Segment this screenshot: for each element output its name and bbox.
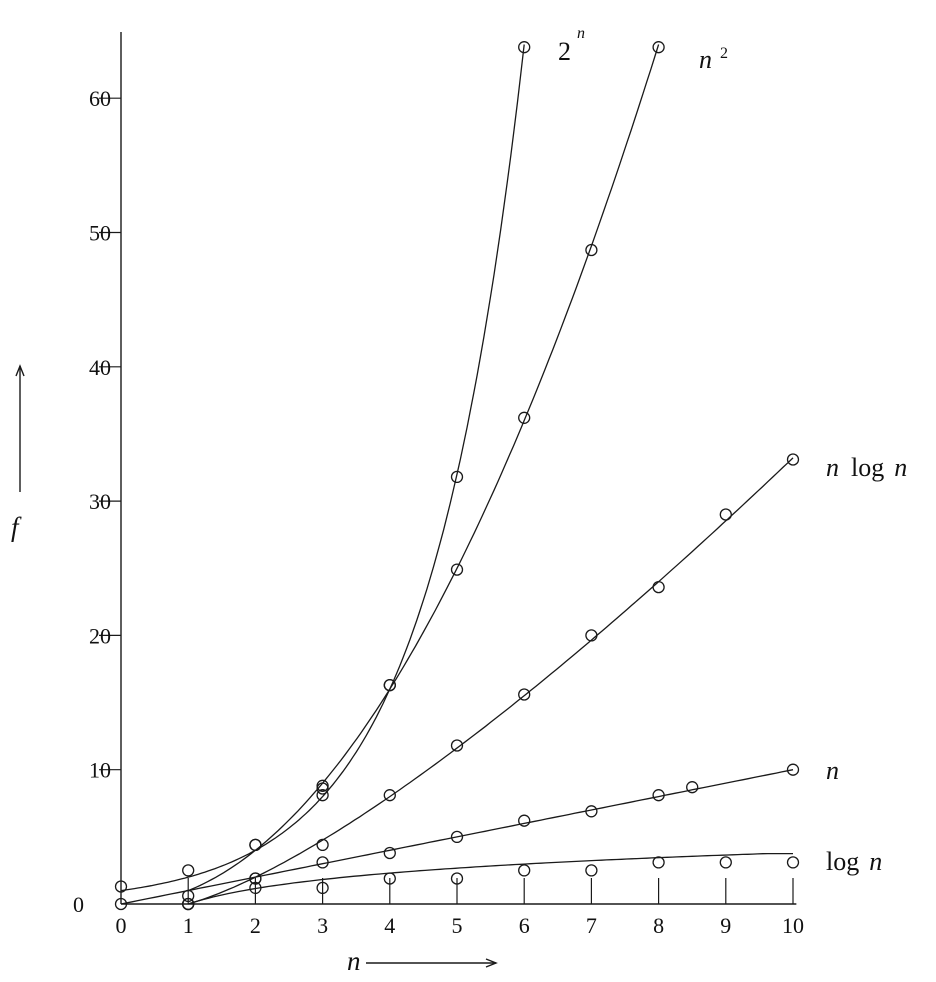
point-n: [316, 856, 329, 869]
y-tick-label: 10: [89, 758, 111, 783]
point-n: [585, 805, 598, 818]
point-n-pow-2: [518, 411, 531, 424]
point-n-pow-2: [652, 41, 665, 54]
point-n: [786, 763, 800, 776]
point-n: [114, 897, 128, 911]
curve-2-pow-n: [120, 44, 525, 892]
point-n-pow-2: [249, 838, 262, 852]
label-n-log-n: n log n: [826, 453, 907, 482]
point-n-pow-2: [383, 678, 396, 692]
label-log-n: log n: [826, 847, 882, 876]
point-n-log-n: [450, 739, 464, 752]
y-tick-label: 40: [89, 355, 111, 380]
point-n-log-n: [585, 629, 598, 642]
x-tick-label: 0: [116, 913, 127, 938]
axes: 0 1 2 3 4 5 6 7 8 9 10 0 10 20 30 40 50 60 n f: [11, 32, 804, 976]
point-log-n: [585, 864, 598, 877]
curves: [120, 44, 794, 905]
y-tick-label: 60: [89, 86, 111, 111]
x-tick-label: 8: [653, 913, 664, 938]
point-n: [450, 830, 464, 844]
curve-log-n: [188, 852, 793, 905]
x-tick-label: 3: [317, 913, 328, 938]
point-n-log-n: [518, 688, 531, 701]
label-2-pow-n: 2n: [558, 25, 585, 66]
point-n-log-n: [786, 453, 800, 466]
label-n: n: [826, 756, 839, 785]
point-n-pow-2: [450, 563, 464, 576]
x-tick-label: 6: [519, 913, 530, 938]
point-n-log-n: [383, 789, 396, 802]
point-n-log-n: [719, 508, 732, 521]
point-2-pow-n: [114, 880, 128, 893]
point-n: [383, 846, 396, 860]
y-tick-label: 50: [89, 221, 111, 246]
y-tick-label: 30: [89, 489, 111, 514]
point-n-pow-2: [585, 243, 598, 257]
point-log-n: [182, 897, 195, 911]
point-n-log-n: [652, 580, 665, 594]
point-n-log-n: [316, 838, 329, 852]
curve-n-pow-2: [187, 44, 660, 892]
point-log-n: [652, 856, 665, 869]
y-tick-label: 20: [89, 623, 111, 648]
point-2-pow-n: [316, 789, 329, 802]
y-axis-arrowhead: [15, 364, 25, 377]
x-tick-label: 2: [250, 913, 261, 938]
point-2-pow-n: [450, 470, 464, 484]
y-axis-title: f: [11, 512, 22, 542]
point-n: [686, 781, 699, 794]
point-log-n: [383, 872, 396, 885]
point-log-n: [518, 864, 531, 877]
x-tick-label: 1: [183, 913, 194, 938]
x-tick-label: 4: [384, 913, 395, 938]
x-axis-arrowhead: [485, 958, 498, 968]
data-points: [114, 41, 800, 911]
point-2-pow-n: [182, 864, 195, 877]
point-n: [249, 872, 262, 885]
point-log-n: [450, 872, 464, 885]
x-axis-title: n: [347, 946, 361, 976]
point-n: [518, 814, 531, 827]
x-tick-label: 7: [586, 913, 597, 938]
curve-n-log-n: [188, 457, 794, 905]
point-log-n: [719, 856, 732, 869]
point-log-n: [786, 856, 800, 869]
x-tick-label: 9: [720, 913, 731, 938]
point-2-pow-n: [518, 41, 531, 54]
x-tick-label: 5: [452, 913, 463, 938]
curve-n: [120, 769, 794, 905]
x-tick-label: 10: [782, 913, 804, 938]
point-n: [182, 889, 195, 903]
point-n-pow-2: [316, 779, 329, 792]
point-log-n: [316, 881, 329, 895]
point-n: [652, 789, 665, 802]
y-tick-label: 0: [73, 892, 84, 917]
point-log-n: [249, 881, 262, 895]
